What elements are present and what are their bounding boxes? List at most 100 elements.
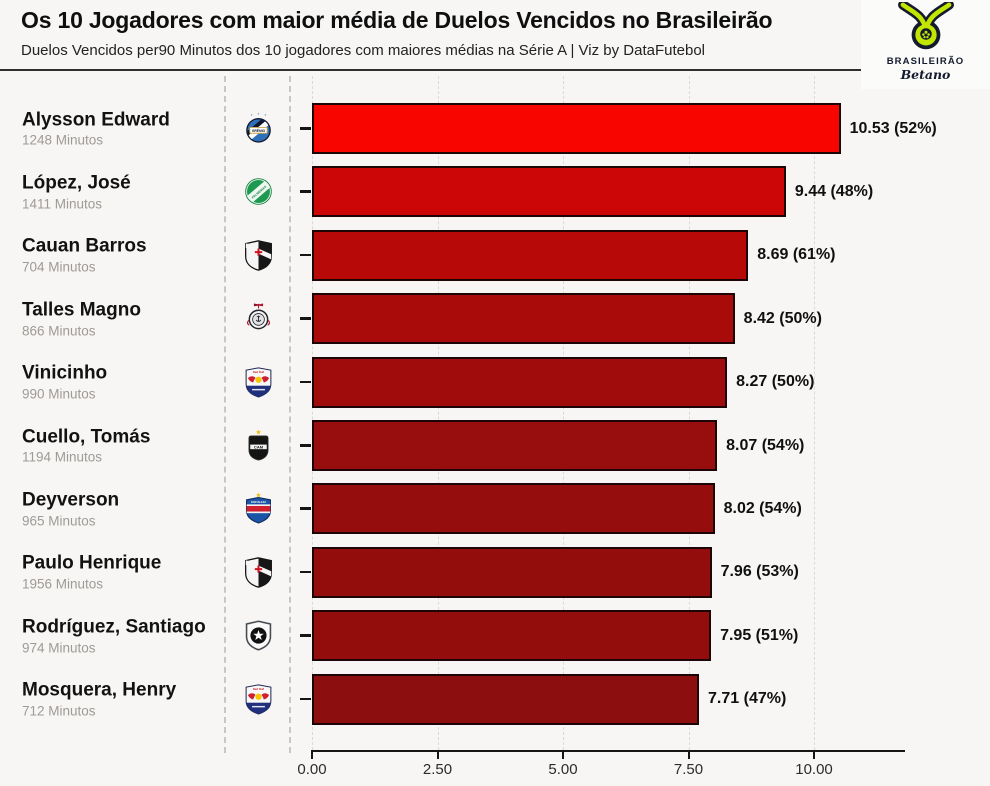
bar-value-label: 8.02 (54%) [723,499,802,517]
gridline [688,76,690,750]
player-row: Mosquera, Henry 712 Minutos 7.71 (47%) [0,673,990,725]
gridline [563,76,564,750]
bar-value-label: 8.07 (54%) [726,436,805,454]
player-row: Cauan Barros 704 Minutos 8.69 (61%) [0,229,990,281]
player-info: Talles Magno 866 Minutos [22,299,141,338]
player-minutes: 1411 Minutos [22,196,103,212]
bar [312,356,728,408]
player-info: Deyverson 965 Minutos [22,489,119,528]
player-info: Alysson Edward 1248 Minutos [22,109,170,148]
x-axis-line [312,750,905,752]
player-row: Vinicinho 990 Minutos 8.27 (50%) [0,356,990,408]
player-name: Mosquera, Henry [22,679,177,701]
y-axis-tick [300,380,311,384]
brasileirao-betano-logo: BRASILEIRÃO Betano [861,0,990,89]
player-name: Alysson Edward [22,109,170,131]
x-axis-tick [813,750,815,759]
player-info: Rodríguez, Santiago 974 Minutos [22,616,206,655]
bar-value-label: 8.42 (50%) [743,309,822,327]
bar-value-label: 7.95 (51%) [720,626,799,644]
x-axis-tick-label: 2.50 [422,761,453,778]
x-axis-tick [562,750,564,759]
atletico-mg-badge-icon [242,429,275,462]
bar-value-label: 9.44 (48%) [794,182,874,200]
vasco-badge-icon [242,556,275,589]
player-minutes: 1248 Minutos [22,132,104,148]
player-row: Cuello, Tomás 1194 Minutos 8.07 (54%) [0,420,990,471]
bar [312,546,712,598]
player-info: Mosquera, Henry 712 Minutos [22,680,176,719]
x-axis-tick [436,750,439,759]
bar [312,103,841,154]
y-axis-tick [300,190,311,193]
bar-value-label: 7.96 (53%) [720,563,799,581]
player-name: Talles Magno [22,299,141,321]
fortaleza-badge-icon [242,492,275,525]
player-minutes: 965 Minutos [22,513,96,529]
bragantino-badge-icon [242,366,275,399]
y-axis-tick [300,570,311,574]
page-subtitle: Duelos Vencidos per90 Minutos dos 10 jog… [21,42,706,59]
player-name: Paulo Henrique [22,552,162,574]
y-axis-tick [300,697,311,701]
player-row: Rodríguez, Santiago 974 Minutos 7.95 (51… [0,610,990,662]
bar [312,293,735,345]
player-minutes: 1956 Minutos [22,576,104,592]
player-minutes: 866 Minutos [22,323,96,339]
x-axis-tick-label: 0.00 [297,761,327,778]
player-name: Deyverson [22,489,120,511]
player-minutes: 990 Minutos [22,386,96,402]
player-info: Vinicinho 990 Minutos [22,363,107,402]
logo-text-brasileirao: BRASILEIRÃO [886,56,965,67]
y-axis-tick [300,253,311,257]
x-axis-tick [687,750,690,759]
logo-text-betano: Betano [900,67,951,82]
column-separator-right [289,76,291,753]
header-divider [0,69,861,71]
gridline [312,76,313,750]
bar [312,483,715,535]
vasco-badge-icon [242,239,275,272]
player-name: Cauan Barros [22,235,147,257]
corinthians-badge-icon [242,302,275,335]
bar-value-label: 8.69 (61%) [757,246,836,264]
player-name: Vinicinho [22,362,108,384]
player-info: López, José 1411 Minutos [22,172,131,211]
player-minutes: 712 Minutos [22,703,96,719]
bar [312,673,700,725]
y-axis-tick [300,507,311,510]
palmeiras-badge-icon [242,175,275,208]
player-name: Rodríguez, Santiago [22,616,206,638]
player-minutes: 974 Minutos [22,640,96,656]
gridline [814,76,815,750]
player-name: Cuello, Tomás [22,426,151,448]
botafogo-badge-icon [242,619,275,652]
x-axis-tick-label: 7.50 [673,761,704,778]
bragantino-badge-icon [242,683,275,716]
bar-value-label: 10.53 (52%) [849,119,937,137]
y-axis-tick [300,317,311,320]
bar [312,166,786,218]
bar [312,610,712,662]
bar-value-label: 7.71 (47%) [708,690,787,708]
player-row: Alysson Edward 1248 Minutos 10.53 (52%) [0,103,990,154]
x-axis-tick-label: 10.00 [795,761,833,778]
bar [312,420,718,471]
bar-value-label: 8.27 (50%) [736,373,815,391]
player-minutes: 1194 Minutos [22,449,103,465]
y-axis-tick [300,634,311,637]
player-info: Paulo Henrique 1956 Minutos [22,553,161,592]
player-info: Cauan Barros 704 Minutos [22,236,147,275]
x-axis-tick [311,750,313,759]
bar [312,229,749,281]
player-row: Deyverson 965 Minutos 8.02 (54%) [0,483,990,535]
player-row: Paulo Henrique 1956 Minutos 7.96 (53%) [0,546,990,598]
player-minutes: 704 Minutos [22,259,96,275]
page-title: Os 10 Jogadores com maior média de Duelo… [21,7,773,33]
player-row: López, José 1411 Minutos 9.44 (48%) [0,166,990,218]
player-name: López, José [22,172,131,194]
gremio-badge-icon [242,112,275,145]
y-axis-tick [300,127,311,130]
y-axis-tick [300,444,311,447]
